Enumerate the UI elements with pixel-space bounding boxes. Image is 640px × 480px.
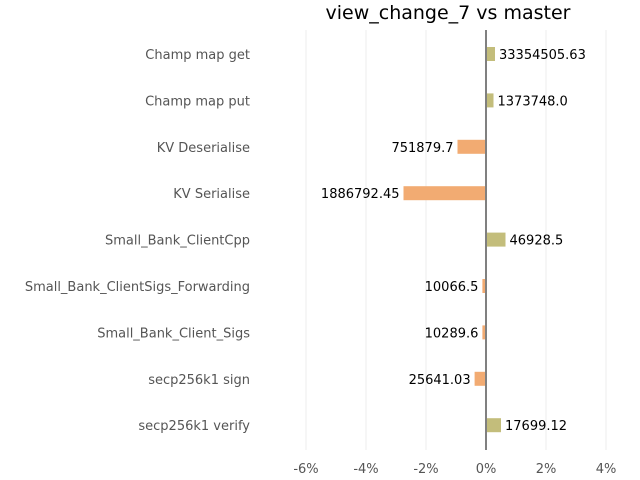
category-label: KV Serialise	[173, 187, 250, 202]
category-label: Small_Bank_Client_Sigs	[97, 326, 250, 341]
bar	[486, 418, 501, 433]
category-label: Small_Bank_ClientCpp	[105, 234, 250, 249]
bar	[457, 139, 486, 154]
x-tick-label: -2%	[413, 462, 438, 477]
bar	[486, 232, 506, 247]
data-labels: 33354505.63 1373748.0 751879.7 1886792.45 46…	[321, 48, 586, 434]
category-label: Small_Bank_ClientSigs_Forwarding	[25, 280, 250, 295]
bar	[486, 93, 494, 108]
chart-title: view_change_7 vs master	[326, 2, 571, 24]
bars	[403, 47, 506, 433]
data-label: 17699.12	[505, 419, 567, 434]
data-label: 10289.6	[425, 326, 479, 341]
bar	[482, 325, 486, 340]
x-tick-labels: -6% -4% -2% 0% 2% 4%	[293, 462, 616, 477]
data-label: 1373748.0	[498, 94, 568, 109]
data-label: 46928.5	[510, 234, 564, 249]
bar	[474, 371, 486, 386]
bar	[403, 186, 486, 201]
x-tick-label: 4%	[596, 462, 617, 477]
grid-lines	[305, 30, 607, 450]
category-label: Champ map get	[145, 48, 250, 63]
data-label: 33354505.63	[499, 48, 586, 63]
x-tick-label: -4%	[353, 462, 378, 477]
category-label: secp256k1 verify	[138, 419, 250, 434]
x-tick-label: -6%	[293, 462, 318, 477]
category-labels: Champ map get Champ map put KV Deserialise…	[25, 48, 250, 434]
data-label: 25641.03	[409, 373, 471, 388]
bar	[482, 279, 486, 293]
data-label: 1886792.45	[321, 187, 400, 202]
data-label: 751879.7	[391, 141, 453, 156]
bar	[486, 47, 495, 61]
category-label: KV Deserialise	[157, 141, 250, 156]
x-tick-label: 2%	[536, 462, 557, 477]
category-label: secp256k1 sign	[148, 373, 250, 388]
category-label: Champ map put	[145, 94, 250, 109]
x-tick-label: 0%	[476, 462, 497, 477]
data-label: 10066.5	[425, 280, 479, 295]
